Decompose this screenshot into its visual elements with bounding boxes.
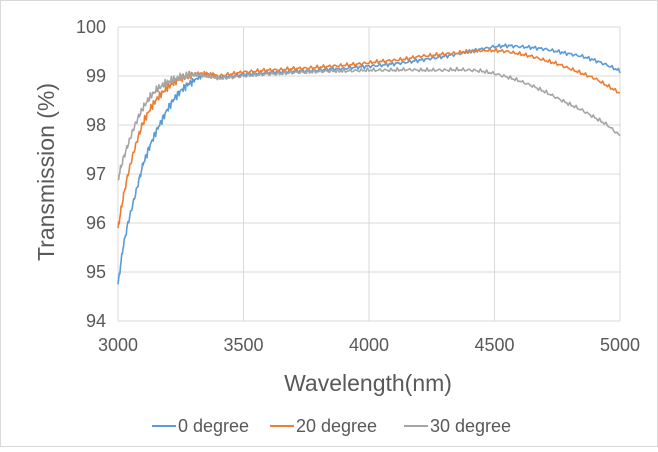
- series-line-20-degree: [117, 47, 621, 228]
- series-line-0-degree: [117, 43, 621, 285]
- legend-label: 0 degree: [178, 416, 249, 436]
- y-tick-label: 99: [86, 66, 106, 86]
- y-tick-label: 98: [86, 115, 106, 135]
- legend: 0 degree 20 degree 30 degree: [152, 416, 511, 436]
- x-tick-label: 4000: [349, 335, 389, 355]
- x-axis-title: Wavelength(nm): [284, 370, 452, 396]
- series-lines: [117, 43, 621, 285]
- x-tick-label: 3500: [223, 335, 263, 355]
- y-axis-title: Transmission (%): [33, 83, 59, 261]
- y-tick-label: 94: [86, 311, 106, 331]
- legend-label: 30 degree: [430, 416, 511, 436]
- y-tick-label: 100: [76, 17, 106, 37]
- series-line-30-degree: [117, 66, 621, 181]
- x-tick-labels: 3000 3500 4000 4500 5000: [98, 335, 640, 355]
- x-tick-label: 5000: [600, 335, 640, 355]
- y-tick-labels: 94 95 96 97 98 99 100: [76, 17, 106, 331]
- x-tick-label: 4500: [474, 335, 514, 355]
- x-tick-label: 3000: [98, 335, 138, 355]
- y-tick-label: 96: [86, 213, 106, 233]
- y-tick-label: 97: [86, 164, 106, 184]
- legend-label: 20 degree: [296, 416, 377, 436]
- y-tick-label: 95: [86, 262, 106, 282]
